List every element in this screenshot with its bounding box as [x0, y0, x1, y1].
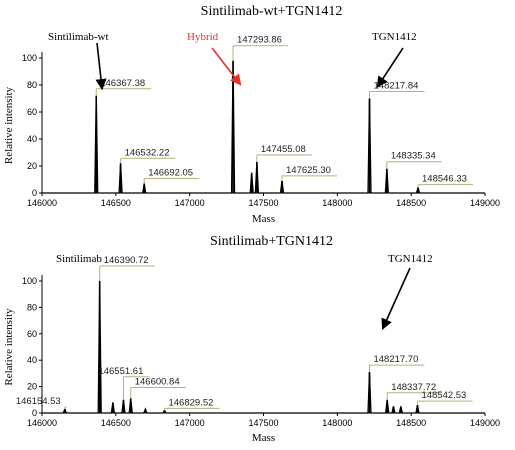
peak-label: 147293.86	[237, 35, 282, 46]
y-tick-label: 20	[27, 382, 37, 392]
y-tick-label: 40	[27, 134, 37, 144]
x-tick-label: 146500	[101, 418, 131, 428]
annotation-arrow	[95, 42, 107, 91]
peak-label: 146692.05	[148, 168, 193, 179]
y-tick-label: 0	[32, 188, 37, 198]
y-tick-label: 60	[27, 329, 37, 339]
x-axis-label: Mass	[252, 213, 275, 225]
x-tick-label: 148000	[322, 198, 352, 208]
annotation-label: TGN1412	[388, 253, 433, 265]
y-tick-label: 80	[27, 80, 37, 90]
x-tick-label: 149000	[470, 418, 500, 428]
x-tick-label: 148500	[396, 198, 426, 208]
peak-label: 146600.84	[135, 376, 180, 387]
annotation-label: Sintilimab-wt	[48, 31, 109, 43]
peak-label: 146367.38	[100, 78, 145, 89]
peak-label: 147455.08	[261, 144, 306, 155]
peak-label: 148335.34	[391, 151, 436, 162]
peak-label: 146551.61	[98, 366, 143, 377]
x-tick-label: 148000	[322, 418, 352, 428]
y-tick-label: 100	[22, 276, 37, 286]
x-tick-label: 146000	[27, 198, 57, 208]
y-tick-label: 60	[27, 107, 37, 117]
y-tick-label: 20	[27, 161, 37, 171]
peak-label: 146532.22	[125, 147, 170, 158]
x-tick-label: 146000	[27, 418, 57, 428]
x-tick-label: 149000	[470, 198, 500, 208]
y-axis-label: Relative intensity	[3, 86, 15, 164]
x-axis-label: Mass	[252, 432, 275, 444]
annotation-label: TGN1412	[372, 31, 417, 43]
x-tick-label: 148500	[396, 418, 426, 428]
peak-label: 147625.30	[286, 165, 331, 176]
x-tick-label: 147500	[248, 198, 278, 208]
annotation-label: Sintilimab	[56, 253, 102, 265]
spectrum-trace	[42, 280, 485, 414]
annotation-arrow	[211, 47, 242, 86]
peak-label: 146390.72	[104, 255, 149, 266]
annotation-label: Hybrid	[187, 31, 219, 43]
chart-title: Sintilimab+TGN1412	[210, 234, 333, 249]
peak-label: 148217.70	[373, 354, 418, 365]
peak-label: 148542.53	[421, 390, 466, 401]
y-tick-label: 0	[32, 408, 37, 418]
peak-label: 148546.33	[422, 174, 467, 185]
spectrum-panel-2: Sintilimab+TGN1412 146000 146500 147000 1475…	[3, 234, 500, 444]
x-tick-label: 147000	[175, 198, 205, 208]
peak-label: 148337.72	[391, 382, 436, 393]
chart-title: Sintilimab-wt+TGN1412	[201, 4, 343, 19]
spectrum-panel-1: Sintilimab-wt+TGN1412 146000 146500 147000 1…	[3, 4, 500, 225]
x-tick-label: 146500	[101, 198, 131, 208]
y-tick-label: 100	[22, 53, 37, 63]
annotation-arrow	[381, 267, 411, 331]
x-tick-label: 147500	[248, 418, 278, 428]
y-axis-label: Relative intensity	[3, 308, 15, 386]
peak-label: 146829.52	[168, 397, 213, 408]
peak-label: 148217.84	[374, 81, 419, 92]
y-tick-label: 40	[27, 355, 37, 365]
annotation-arrow	[376, 47, 404, 88]
y-tick-label: 80	[27, 302, 37, 312]
peak-label: 146154.53	[16, 396, 61, 407]
x-tick-label: 147000	[175, 418, 205, 428]
